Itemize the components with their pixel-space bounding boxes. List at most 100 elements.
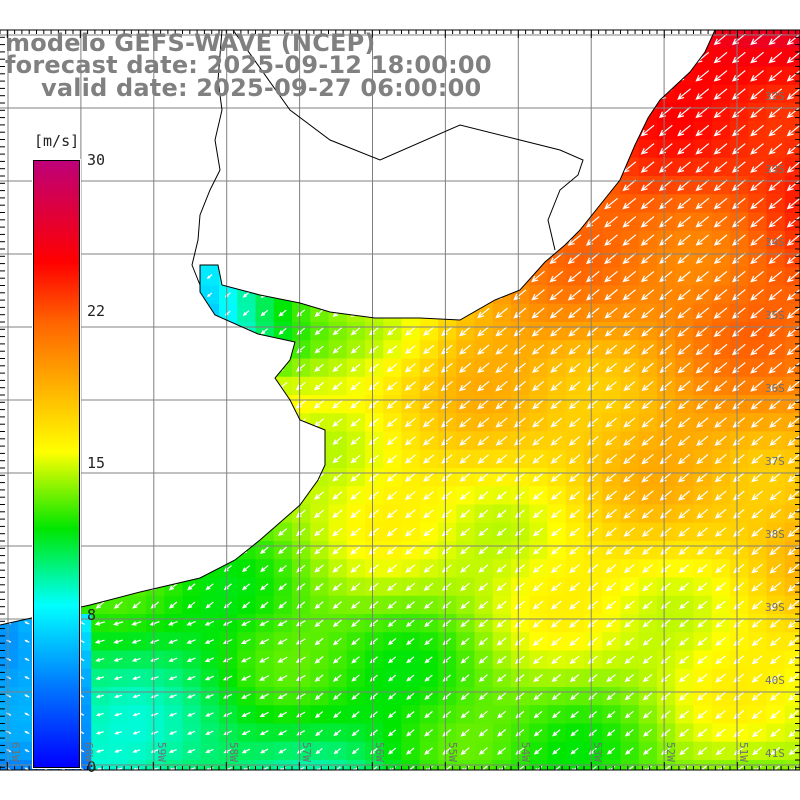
wind-arrow xyxy=(168,509,178,518)
wind-cell xyxy=(200,322,220,341)
wind-arrow xyxy=(386,509,398,519)
wind-arrow xyxy=(332,217,343,227)
wind-cell xyxy=(602,48,621,67)
wind-arrow xyxy=(440,179,454,191)
lat-label: 34S xyxy=(765,236,785,249)
wind-arrow xyxy=(278,145,287,153)
wind-arrow xyxy=(424,619,433,628)
wind-arrow xyxy=(386,216,398,227)
wind-arrow xyxy=(314,327,324,336)
wind-arrow xyxy=(550,564,562,574)
wind-arrow xyxy=(241,364,251,372)
wind-arrow xyxy=(94,639,105,644)
wind-arrow xyxy=(713,161,728,173)
wind-cell xyxy=(383,103,402,122)
wind-arrow xyxy=(207,329,213,334)
wind-cell xyxy=(328,267,348,286)
wind-cell xyxy=(255,139,275,159)
wind-arrow xyxy=(387,327,398,336)
wind-arrow xyxy=(605,527,617,537)
wind-cell xyxy=(18,84,37,104)
wind-arrow xyxy=(278,181,287,189)
wind-cell xyxy=(511,139,530,159)
wind-arrow xyxy=(458,253,472,264)
wind-arrow xyxy=(242,219,250,225)
wind-cell xyxy=(438,30,457,49)
wind-arrow xyxy=(732,508,745,519)
wind-arrow xyxy=(567,51,582,64)
wind-cell xyxy=(620,84,640,104)
wind-cell xyxy=(0,285,19,305)
wind-cell xyxy=(474,139,494,159)
wind-arrow xyxy=(386,272,398,281)
wind-cell xyxy=(492,48,512,67)
wind-cell xyxy=(237,376,256,396)
wind-arrow xyxy=(715,564,726,574)
wind-arrow xyxy=(95,436,105,445)
wind-arrow xyxy=(186,639,196,644)
wind-arrow xyxy=(296,309,306,317)
wind-cell xyxy=(273,230,293,250)
wind-cell xyxy=(127,431,147,451)
wind-arrow xyxy=(624,619,635,628)
wind-arrow xyxy=(241,145,251,153)
wind-arrow xyxy=(786,106,800,119)
wind-arrow xyxy=(277,711,288,718)
wind-arrow xyxy=(314,272,324,281)
wind-cell xyxy=(492,66,512,86)
wind-arrow xyxy=(278,601,287,609)
wind-arrow xyxy=(640,197,655,210)
wind-arrow xyxy=(424,747,433,755)
wind-arrow xyxy=(440,271,453,282)
wind-cell xyxy=(456,157,475,177)
wind-arrow xyxy=(478,509,489,519)
wind-arrow xyxy=(296,254,306,262)
wind-arrow xyxy=(206,200,213,207)
wind-cell xyxy=(328,194,348,213)
wind-arrow xyxy=(551,637,562,647)
wind-arrow xyxy=(494,198,509,210)
wind-cell xyxy=(602,157,621,177)
wind-arrow xyxy=(116,146,121,151)
wind-arrow xyxy=(549,124,564,137)
wind-arrow xyxy=(567,88,582,100)
wind-cell xyxy=(200,468,220,487)
wind-cell xyxy=(784,66,800,86)
wind-cell xyxy=(255,267,275,286)
wind-cell xyxy=(73,103,92,122)
wind-arrow xyxy=(605,600,617,610)
wind-arrow xyxy=(422,454,435,464)
wind-arrow xyxy=(550,600,562,610)
wind-cell xyxy=(346,139,366,159)
wind-arrow xyxy=(713,270,728,283)
wind-cell xyxy=(456,194,475,213)
wind-arrow xyxy=(116,347,121,352)
wind-arrow xyxy=(278,730,287,736)
wind-arrow xyxy=(750,417,764,428)
wind-arrow xyxy=(551,545,562,555)
wind-arrow xyxy=(168,528,178,536)
wind-cell xyxy=(127,504,147,524)
wind-arrow xyxy=(604,326,618,337)
wind-arrow xyxy=(567,143,582,155)
wind-cell xyxy=(91,267,110,286)
wind-cell xyxy=(638,103,658,122)
wind-arrow xyxy=(531,197,545,210)
wind-arrow xyxy=(515,710,525,719)
wind-arrow xyxy=(476,106,491,119)
wind-arrow xyxy=(167,418,179,427)
wind-arrow xyxy=(512,33,527,46)
wind-arrow xyxy=(715,673,726,683)
wind-arrow xyxy=(169,146,177,152)
wind-cell xyxy=(310,249,329,268)
wind-arrow xyxy=(24,110,30,115)
wind-arrow xyxy=(549,51,564,64)
wind-cell xyxy=(693,30,713,49)
wind-arrow xyxy=(588,692,598,701)
wind-arrow xyxy=(4,455,14,463)
wind-arrow xyxy=(313,399,325,409)
wind-arrow xyxy=(494,33,509,46)
wind-cell xyxy=(310,212,329,232)
wind-arrow xyxy=(459,435,471,446)
wind-arrow xyxy=(150,509,160,518)
